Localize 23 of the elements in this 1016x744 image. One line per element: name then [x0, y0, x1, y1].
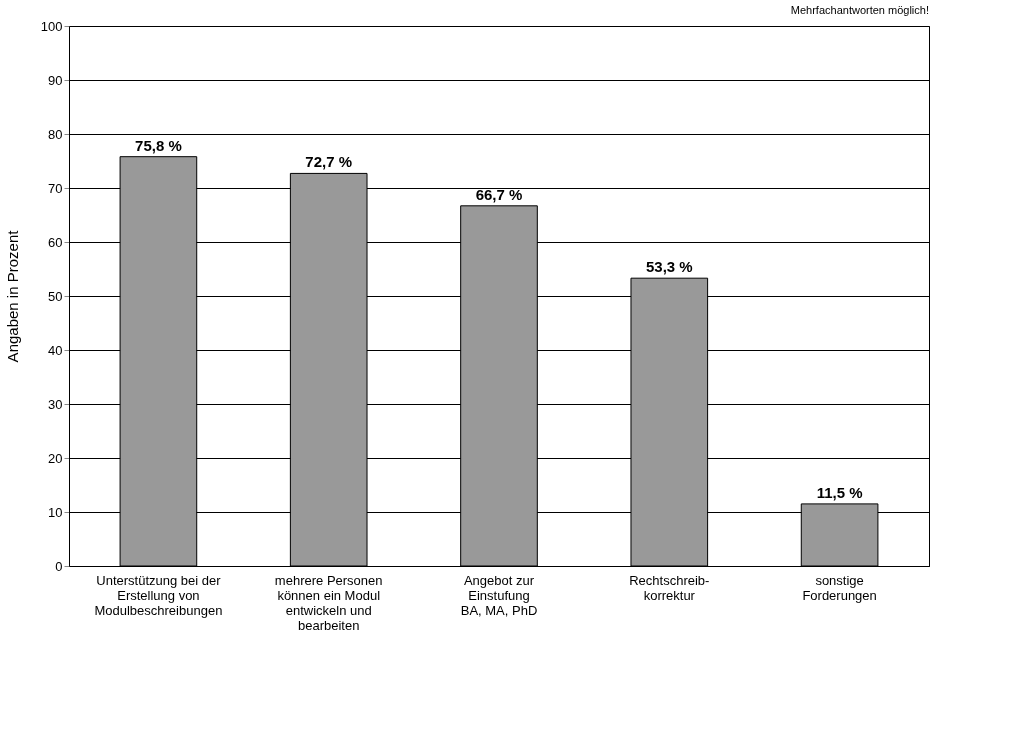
y-tick-label: 40: [48, 342, 63, 358]
x-tick-label: Unterstützung bei der Erstellung von Modulbeschreibungen: [94, 572, 223, 618]
x-tick-label: Angebot zur Einstufung BA, MA, PhD: [460, 572, 538, 618]
y-tick-label: 50: [48, 288, 63, 304]
y-tick-label: 90: [48, 72, 63, 88]
y-tick-label: 0: [55, 558, 63, 574]
x-tick-label: Rechtschreib- korrektur: [629, 572, 710, 603]
data-label: 75,8 %: [135, 136, 182, 154]
data-label: 72,7 %: [305, 153, 353, 171]
data-label: 11,5 %: [816, 483, 863, 501]
y-axis-title: Angaben in Prozent: [3, 229, 21, 363]
y-tick-label: 60: [48, 234, 63, 250]
y-tick-label: 70: [48, 180, 63, 196]
y-tick-label: 80: [48, 126, 63, 142]
data-label: 53,3 %: [645, 258, 693, 276]
y-tick-label: 30: [48, 396, 63, 412]
x-tick-label: sonstige Forderungen: [802, 572, 877, 603]
y-tick-label: 20: [48, 450, 63, 466]
y-tick-label: 100: [40, 18, 63, 34]
text: Mehrfachantworten möglich!: [790, 4, 929, 16]
x-tick-label: mehrere Personen können ein Modul entwickeln und bearbeiten: [274, 572, 383, 633]
y-tick-label: 10: [48, 504, 63, 520]
data-label: 66,7 %: [475, 185, 523, 203]
